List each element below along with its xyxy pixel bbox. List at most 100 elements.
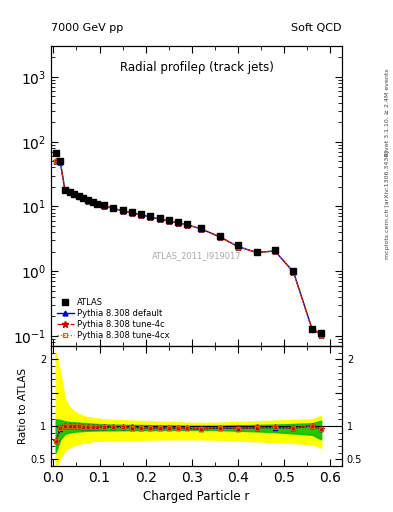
- Pythia 8.308 tune-4c: [62, 187, 67, 193]
- Pythia 8.308 tune-4c: [130, 209, 134, 216]
- Pythia 8.308 tune-4c: [199, 226, 204, 232]
- ATLAS: [67, 189, 72, 196]
- Pythia 8.308 tune-4cx: [148, 214, 153, 220]
- ATLAS: [291, 268, 296, 274]
- Pythia 8.308 default: [58, 159, 62, 165]
- Text: Soft QCD: Soft QCD: [292, 23, 342, 33]
- Pythia 8.308 tune-4c: [120, 208, 125, 214]
- Pythia 8.308 default: [53, 158, 58, 164]
- ATLAS: [319, 330, 323, 336]
- Pythia 8.308 default: [62, 187, 67, 193]
- Pythia 8.308 tune-4cx: [254, 249, 259, 255]
- ATLAS: [176, 219, 180, 225]
- Pythia 8.308 default: [102, 203, 107, 209]
- Pythia 8.308 default: [111, 205, 116, 211]
- Text: Rivet 3.1.10, ≥ 2.4M events: Rivet 3.1.10, ≥ 2.4M events: [385, 69, 389, 157]
- ATLAS: [148, 213, 153, 219]
- Pythia 8.308 tune-4c: [176, 220, 180, 226]
- Pythia 8.308 default: [81, 196, 86, 202]
- ATLAS: [167, 217, 171, 223]
- ATLAS: [310, 326, 314, 332]
- Pythia 8.308 tune-4cx: [130, 209, 134, 216]
- Pythia 8.308 default: [273, 248, 277, 254]
- ATLAS: [254, 249, 259, 255]
- Pythia 8.308 default: [254, 249, 259, 255]
- Pythia 8.308 default: [310, 326, 314, 332]
- Pythia 8.308 default: [72, 191, 77, 197]
- Pythia 8.308 tune-4c: [217, 233, 222, 240]
- Pythia 8.308 tune-4c: [273, 248, 277, 254]
- Pythia 8.308 tune-4c: [76, 193, 81, 199]
- Pythia 8.308 tune-4cx: [199, 226, 204, 232]
- Pythia 8.308 tune-4c: [157, 216, 162, 222]
- Pythia 8.308 tune-4cx: [76, 193, 81, 199]
- Pythia 8.308 tune-4cx: [72, 191, 77, 197]
- Pythia 8.308 default: [76, 193, 81, 199]
- Pythia 8.308 tune-4c: [291, 269, 296, 275]
- Pythia 8.308 default: [148, 214, 153, 220]
- Pythia 8.308 tune-4cx: [319, 331, 323, 337]
- Pythia 8.308 tune-4c: [310, 326, 314, 332]
- Pythia 8.308 tune-4c: [185, 222, 190, 228]
- Y-axis label: Ratio to ATLAS: Ratio to ATLAS: [18, 368, 28, 444]
- Pythia 8.308 tune-4cx: [58, 159, 62, 165]
- Pythia 8.308 tune-4cx: [53, 158, 58, 164]
- Pythia 8.308 tune-4c: [111, 205, 116, 211]
- ATLAS: [120, 207, 125, 213]
- ATLAS: [81, 195, 86, 201]
- Line: ATLAS: ATLAS: [53, 150, 324, 336]
- Pythia 8.308 default: [157, 216, 162, 222]
- Pythia 8.308 tune-4cx: [62, 187, 67, 193]
- ATLAS: [95, 201, 99, 207]
- Pythia 8.308 tune-4cx: [111, 205, 116, 211]
- Pythia 8.308 tune-4cx: [157, 216, 162, 222]
- Pythia 8.308 tune-4c: [319, 331, 323, 337]
- ATLAS: [185, 221, 190, 227]
- Pythia 8.308 tune-4cx: [291, 269, 296, 275]
- Pythia 8.308 tune-4c: [102, 203, 107, 209]
- ATLAS: [90, 199, 95, 205]
- Pythia 8.308 tune-4c: [72, 191, 77, 197]
- Pythia 8.308 tune-4c: [95, 201, 99, 207]
- Pythia 8.308 default: [176, 220, 180, 226]
- Text: mcplots.cern.ch [arXiv:1306.3436]: mcplots.cern.ch [arXiv:1306.3436]: [385, 151, 389, 259]
- Pythia 8.308 tune-4cx: [167, 218, 171, 224]
- ATLAS: [62, 187, 67, 193]
- ATLAS: [273, 247, 277, 253]
- Pythia 8.308 tune-4c: [67, 189, 72, 196]
- Line: Pythia 8.308 tune-4cx: Pythia 8.308 tune-4cx: [53, 159, 323, 337]
- ATLAS: [157, 215, 162, 221]
- Pythia 8.308 tune-4c: [254, 249, 259, 255]
- Pythia 8.308 default: [139, 212, 143, 218]
- Pythia 8.308 default: [185, 222, 190, 228]
- ATLAS: [139, 211, 143, 217]
- ATLAS: [111, 205, 116, 211]
- ATLAS: [76, 193, 81, 199]
- Pythia 8.308 tune-4cx: [120, 208, 125, 214]
- Pythia 8.308 tune-4cx: [81, 196, 86, 202]
- Text: 7000 GeV pp: 7000 GeV pp: [51, 23, 123, 33]
- Legend: ATLAS, Pythia 8.308 default, Pythia 8.308 tune-4c, Pythia 8.308 tune-4cx: ATLAS, Pythia 8.308 default, Pythia 8.30…: [55, 296, 171, 342]
- Pythia 8.308 tune-4cx: [139, 212, 143, 218]
- Pythia 8.308 tune-4c: [86, 198, 90, 204]
- Pythia 8.308 tune-4cx: [102, 203, 107, 209]
- Pythia 8.308 tune-4c: [58, 159, 62, 165]
- ATLAS: [53, 150, 58, 156]
- Pythia 8.308 tune-4cx: [273, 248, 277, 254]
- ATLAS: [130, 209, 134, 215]
- Pythia 8.308 default: [120, 208, 125, 214]
- Pythia 8.308 default: [95, 201, 99, 207]
- Pythia 8.308 default: [67, 189, 72, 196]
- Pythia 8.308 default: [217, 233, 222, 240]
- ATLAS: [199, 225, 204, 231]
- Pythia 8.308 tune-4c: [53, 158, 58, 164]
- Text: ATLAS_2011_I919017: ATLAS_2011_I919017: [152, 251, 241, 261]
- Pythia 8.308 tune-4c: [81, 196, 86, 202]
- ATLAS: [72, 191, 77, 197]
- Pythia 8.308 tune-4cx: [67, 189, 72, 196]
- Pythia 8.308 tune-4c: [148, 214, 153, 220]
- ATLAS: [102, 202, 107, 208]
- Pythia 8.308 tune-4cx: [217, 233, 222, 240]
- Pythia 8.308 default: [199, 226, 204, 232]
- Pythia 8.308 tune-4cx: [310, 326, 314, 332]
